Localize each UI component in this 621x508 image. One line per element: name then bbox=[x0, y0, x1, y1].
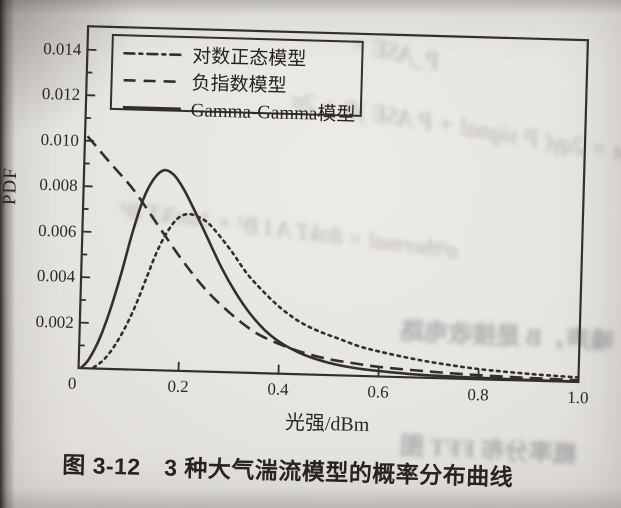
x-tick-label: 0.8 bbox=[467, 384, 489, 405]
legend-item-negexp: 负指数模型 bbox=[121, 66, 357, 100]
x-tick-label: 0 bbox=[67, 373, 77, 394]
x-tick-label: 0.2 bbox=[167, 376, 189, 397]
y-axis-label: PDF bbox=[0, 166, 22, 206]
x-tick-label: 1.0 bbox=[567, 387, 589, 408]
legend-label: 对数正态模型 bbox=[192, 46, 307, 71]
legend-item-gammagamma: Gamma-Gamma模型 bbox=[120, 93, 356, 127]
dash-dot-line-icon bbox=[123, 51, 184, 56]
y-tick-label: 0.004 bbox=[36, 265, 76, 286]
legend-label: 负指数模型 bbox=[191, 73, 287, 97]
x-tick-label: 0.6 bbox=[367, 382, 389, 402]
x-tick-label: 0.4 bbox=[267, 379, 289, 399]
dashed-line-icon bbox=[123, 78, 182, 83]
legend-item-lognormal: 对数正态模型 bbox=[122, 39, 358, 73]
y-tick-label: 0.010 bbox=[40, 129, 80, 150]
y-tick-label: 0.006 bbox=[37, 220, 77, 241]
legend: 对数正态模型 负指数模型 Gamma-Gamma模型 bbox=[109, 33, 364, 126]
y-tick-label: 0.008 bbox=[39, 174, 78, 195]
y-tick-label: 0.002 bbox=[35, 311, 75, 332]
y-tick-label: 0.012 bbox=[41, 83, 81, 105]
y-tick-label: 0.014 bbox=[42, 38, 82, 59]
solid-line-icon bbox=[122, 105, 181, 110]
legend-label: Gamma-Gamma模型 bbox=[190, 100, 356, 126]
